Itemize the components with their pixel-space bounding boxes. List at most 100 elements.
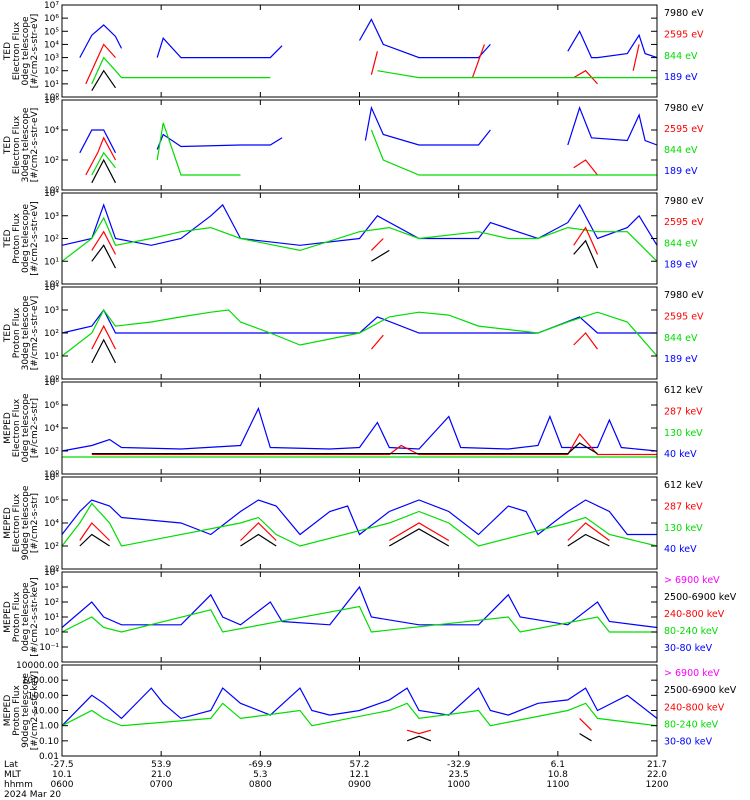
legend-entry: 7980 eV	[664, 8, 704, 19]
legend-entry: 189 eV	[664, 72, 698, 83]
y-tick-label: 10⁰	[44, 565, 59, 575]
y-axis-label: [#/cm2-s-str-keV]	[30, 671, 40, 750]
y-axis-label: 90deg telescope	[21, 485, 31, 560]
y-axis-label: 0deg telescope	[21, 393, 31, 463]
x-tick-lat: 21.7	[647, 760, 667, 770]
legend-entry: 844 eV	[664, 238, 698, 249]
y-tick-label: 10⁰	[44, 628, 59, 638]
y-axis-label: [#/cm2-s-str-eV]	[30, 14, 40, 89]
panel-5-series-1	[61, 406, 658, 452]
legend-entry: 287 keV	[664, 501, 703, 512]
x-tick-mlt: 5.3	[253, 770, 267, 780]
y-tick-label: 10⁶	[44, 96, 59, 106]
panel-5-series-4	[91, 442, 598, 455]
legend-entry: 2595 eV	[664, 217, 704, 228]
panel-4-series-2	[61, 308, 658, 357]
legend-entry: 130 keV	[664, 523, 703, 534]
y-axis-label: Electron Flux	[12, 115, 22, 174]
panel-2-series-4	[92, 145, 639, 183]
y-tick-label: 10¹	[44, 352, 59, 362]
y-tick-label: 10⁴	[44, 283, 59, 293]
y-axis-label: [#/cm2-s-str-eV]	[30, 296, 40, 371]
panel-frame	[61, 99, 658, 191]
x-tick-mlt: 22.0	[647, 770, 667, 780]
y-axis-label: 30deg telescope	[21, 107, 31, 182]
y-tick-label: 100.00	[28, 691, 60, 701]
y-axis-label: [#/cm2-s-str-eV]	[30, 108, 40, 183]
legend-entry: 287 keV	[664, 406, 703, 417]
x-tick-lat: 6.1	[551, 760, 565, 770]
panel-4-series-4	[92, 340, 580, 363]
x-tick-mlt: 10.1	[52, 770, 72, 780]
y-axis-label: Electron Flux	[12, 21, 22, 80]
panel-1: 10⁰ 10¹ 10² 10³ 10⁴ 10⁵ 10⁶ 10⁷ TED Electron Flux…	[3, 1, 704, 103]
x-tick-hhmm: 0800	[249, 780, 272, 790]
legend-entry: 189 eV	[664, 166, 698, 177]
panel-5: 10⁰ 10² 10⁴ 10⁶ 10⁸ MEPED Electron Flux 0deg te…	[3, 378, 703, 480]
x-tick-hhmm: 0600	[51, 780, 74, 790]
y-tick-label: 10³	[44, 54, 59, 64]
x-tick-lat: -27.5	[50, 760, 73, 770]
legend-entry: 30-80 keV	[664, 643, 713, 654]
panel-7-series-1	[61, 585, 658, 629]
panel-8-series-1	[61, 687, 658, 727]
legend-entry: 2500-6900 keV	[664, 592, 737, 603]
y-tick-label: 0.10	[39, 737, 59, 747]
y-axis-label: Electron Flux	[12, 493, 22, 552]
x-tick-lat: 53.9	[151, 760, 171, 770]
panel-6: 10⁰ 10² 10⁴ 10⁶ 10⁸ MEPED Electron Flux 90deg t…	[3, 473, 703, 575]
panel-6-series-1	[61, 499, 657, 536]
x-tick-hhmm: 0900	[348, 780, 371, 790]
y-tick-label: 0.01	[39, 752, 59, 762]
y-tick-label: 10⁴	[44, 40, 59, 50]
y-tick-label: 10⁰	[44, 375, 59, 385]
y-axis-label: 90deg telescope	[21, 673, 31, 748]
y-tick-label: 10⁴	[44, 424, 59, 434]
panel-3-series-4	[91, 239, 599, 269]
y-axis-label: Proton Flux	[12, 591, 22, 642]
legend-entry: 40 keV	[664, 544, 697, 555]
y-tick-label: 10⁸	[44, 473, 59, 483]
panel-2: 10⁰ 10² 10⁴ 10⁶ TED Electron Flux 30deg telesc…	[3, 96, 704, 196]
panel-4: 10⁰ 10¹ 10² 10³ 10⁴ TED Proton Flux 30deg teles…	[3, 283, 704, 385]
panel-3-series-1	[61, 203, 658, 246]
legend-entry: 240-800 keV	[664, 702, 725, 713]
y-axis-label: [#/cm2-s-str-keV]	[30, 577, 40, 656]
x-tick-lat: -32.9	[447, 760, 471, 770]
y-tick-label: 10.00	[33, 707, 59, 717]
legend-entry: 2595 eV	[664, 311, 704, 322]
x-axis-row-label: MLT	[4, 770, 22, 780]
y-tick-label: 10⁴	[44, 189, 59, 199]
y-tick-label: 10²	[44, 329, 59, 339]
y-tick-label: 10⁰	[44, 186, 59, 196]
x-tick-hhmm: 0700	[150, 780, 173, 790]
x-tick-mlt: 12.1	[349, 770, 369, 780]
x-axis-row-label: Lat	[4, 760, 19, 770]
y-axis-label: MEPED	[3, 412, 13, 444]
y-tick-label: 10⁶	[44, 14, 59, 24]
legend-entry: 844 eV	[664, 51, 698, 62]
panel-8-series-3	[406, 717, 592, 735]
x-tick-lat: -69.9	[249, 760, 273, 770]
panel-6-series-2	[61, 502, 658, 547]
y-tick-label: 10⁴	[44, 126, 59, 136]
y-tick-label: 10¹	[44, 257, 59, 267]
legend-entry: 2500-6900 keV	[664, 685, 737, 696]
x-axis-row-label: 2024 Mar 20	[4, 790, 61, 800]
legend-entry: 612 keV	[664, 385, 703, 396]
panel-6-series-3	[79, 522, 610, 542]
x-tick-mlt: 21.0	[151, 770, 171, 780]
legend-entry: 189 eV	[664, 259, 698, 270]
legend-entry: 130 keV	[664, 428, 703, 439]
panel-2-series-2	[86, 138, 639, 175]
y-tick-label: 10³	[44, 212, 59, 222]
panel-1-series-3	[91, 56, 657, 85]
panel-1-series-2	[85, 43, 640, 85]
x-tick-hhmm: 1000	[447, 780, 470, 790]
y-axis-label: TED	[3, 136, 13, 155]
legend-entry: 40 keV	[664, 449, 697, 460]
y-tick-label: 10²	[44, 67, 59, 77]
legend-entry: 2595 eV	[664, 29, 704, 40]
